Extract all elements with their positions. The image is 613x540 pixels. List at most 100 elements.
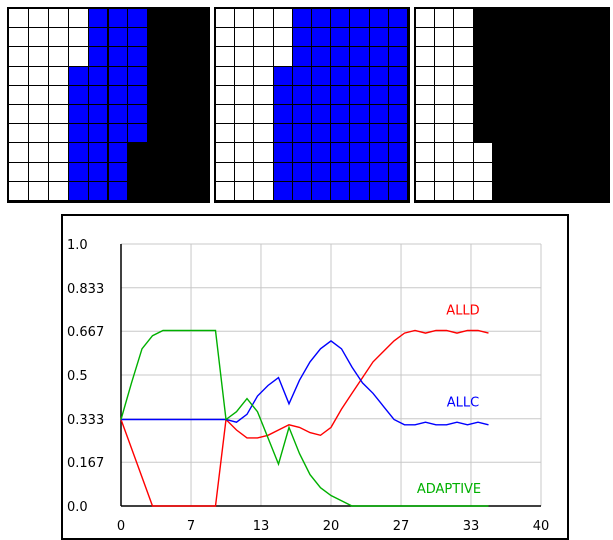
grid-left [7, 7, 210, 203]
grid-cell [48, 143, 69, 163]
grid-cell [188, 124, 208, 144]
grid-cell [388, 105, 408, 125]
grid-cell [9, 47, 29, 67]
grid-cell [148, 47, 169, 67]
grid-cell [148, 28, 169, 48]
grid-cell [588, 181, 608, 201]
grid-cell [569, 47, 589, 67]
grid-cell [312, 9, 332, 29]
grid-cell [168, 162, 189, 182]
grid-cell [531, 181, 551, 201]
grid-cell [350, 66, 370, 86]
grid-cell [128, 66, 149, 86]
grid-cell [88, 9, 109, 29]
grid-cell [388, 181, 408, 201]
grid-cell [512, 124, 532, 144]
grid-cell [416, 143, 436, 163]
grid-cell [350, 181, 370, 201]
grid-cell [369, 181, 389, 201]
grid-cell [473, 28, 493, 48]
grid-cell [588, 47, 608, 67]
x-tick-label: 0 [117, 519, 125, 534]
grid-cell [68, 47, 89, 67]
grid-cell [168, 9, 189, 29]
grid-cell [273, 162, 293, 182]
grid-cell [416, 162, 436, 182]
grid-cell [108, 124, 129, 144]
grid-cell [9, 85, 29, 105]
grid-cell [254, 162, 274, 182]
grid-cell [28, 9, 49, 29]
grid-cell [9, 105, 29, 125]
grid-cell [188, 28, 208, 48]
grid-cell [435, 47, 455, 67]
grid-cell [273, 9, 293, 29]
grid-cell [273, 85, 293, 105]
grid-cell [531, 47, 551, 67]
grid-cell [331, 181, 351, 201]
grid-cell [254, 85, 274, 105]
grid-cell [48, 162, 69, 182]
y-tick-label: 1.0 [67, 238, 88, 253]
grid-middle [214, 7, 410, 203]
y-tick-label: 0.667 [67, 325, 104, 340]
grid-cell [128, 162, 149, 182]
grid-cell [235, 124, 255, 144]
grid-cell [292, 162, 312, 182]
grid-cell [350, 162, 370, 182]
grid-cell [48, 124, 69, 144]
grid-cell [312, 85, 332, 105]
grid-cell [435, 28, 455, 48]
grid-cell [531, 143, 551, 163]
grid-cell [273, 66, 293, 86]
grid-cell [216, 124, 236, 144]
grid-cell [531, 105, 551, 125]
grid-cell [492, 124, 512, 144]
grid-cell [350, 105, 370, 125]
grid-cell [28, 181, 49, 201]
chart-frame: 0 7 13 20 27 33 40 0.0 0.167 0.333 0.5 0.667 0.833 1.… [61, 214, 569, 540]
grid-cell [88, 28, 109, 48]
grid-cell [273, 105, 293, 125]
series-label-alld: ALLD [446, 304, 479, 319]
grid-cell [292, 105, 312, 125]
grid-cell [569, 124, 589, 144]
grid-cell [28, 105, 49, 125]
grid-cell [416, 47, 436, 67]
grid-cell [168, 85, 189, 105]
grid-cell [168, 143, 189, 163]
grid-cell [331, 47, 351, 67]
grid-cell [569, 105, 589, 125]
grid-cell [273, 28, 293, 48]
grid-cell [254, 143, 274, 163]
grid-cell [235, 9, 255, 29]
grid-cell [569, 9, 589, 29]
grid-cell [350, 28, 370, 48]
grid-cell [273, 143, 293, 163]
grid-cell [128, 143, 149, 163]
grid-cell [168, 105, 189, 125]
grid-cell [350, 143, 370, 163]
grid-cell [512, 66, 532, 86]
grid-cell [48, 9, 69, 29]
grid-cell [88, 124, 109, 144]
grid-cell [68, 124, 89, 144]
grid-cell [512, 105, 532, 125]
grid-cell [148, 143, 169, 163]
grid-cell [331, 85, 351, 105]
grid-cell [454, 143, 474, 163]
grid-cell [88, 162, 109, 182]
grid-cell [550, 47, 570, 67]
grid-cell [331, 124, 351, 144]
grid-cell [550, 162, 570, 182]
grid-cell [473, 9, 493, 29]
grid-cell [28, 162, 49, 182]
grid-cell [312, 47, 332, 67]
grid-cell [512, 181, 532, 201]
grid-cell [416, 105, 436, 125]
grid-cell [128, 28, 149, 48]
series-line-allc [121, 340, 489, 426]
grid-cell [473, 85, 493, 105]
grid-cell [492, 143, 512, 163]
grid-cell [28, 143, 49, 163]
